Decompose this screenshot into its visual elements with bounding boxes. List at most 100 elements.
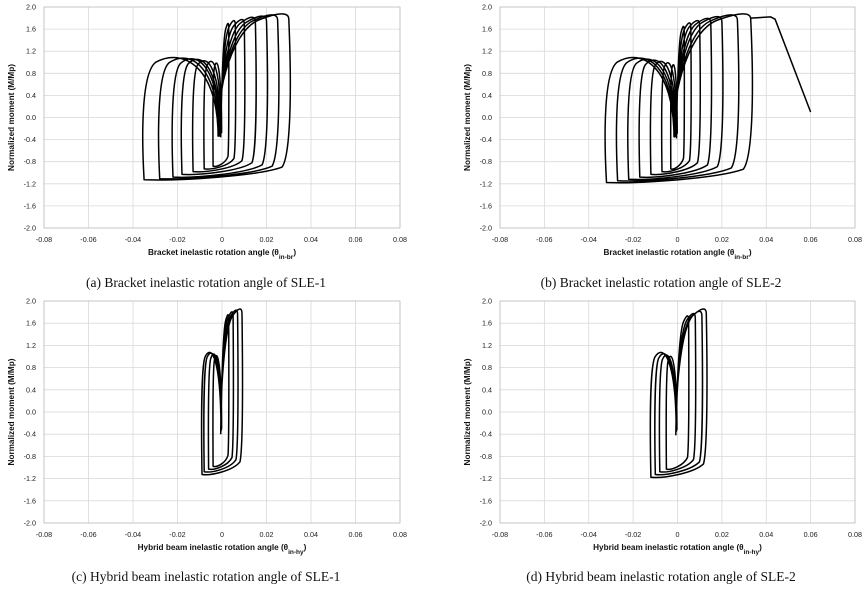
x-tick-label: -0.06 — [536, 235, 552, 244]
final-excursion-line — [750, 16, 812, 113]
plot-frame — [43, 300, 401, 524]
y-tick-label: -0.8 — [480, 452, 492, 461]
y-tick-label: -1.2 — [480, 179, 492, 188]
x-tick-label: -0.04 — [125, 530, 141, 539]
x-axis-label: Bracket inelastic rotation angle (θin-br… — [148, 248, 296, 261]
x-tick-label: -0.06 — [80, 530, 96, 539]
chart-panel-d: -2.0 -1.6 -1.2 -0.8 -0.4 0.0 0.4 0.8 1.2 1.6 2.0 -0… — [463, 297, 862, 585]
y-tick-label: 1.2 — [482, 341, 492, 350]
y-tick-label: -1.2 — [24, 474, 36, 483]
x-tick-label: -0.04 — [581, 235, 597, 244]
x-tick-label: -0.02 — [625, 530, 641, 539]
x-tick-label: 0 — [676, 235, 680, 244]
x-tick-label: -0.06 — [536, 530, 552, 539]
y-tick-label: 0.8 — [26, 363, 36, 372]
x-tick-label: -0.04 — [125, 235, 141, 244]
x-tick-label: -0.08 — [492, 530, 508, 539]
y-tick-label: 0.4 — [26, 91, 36, 100]
y-axis-label: Normalized moment (M/Mp) — [7, 358, 16, 465]
panel-caption: (b) Bracket inelastic rotation angle of … — [541, 275, 782, 290]
x-tick-label: 0.06 — [349, 530, 363, 539]
x-axis-label: Hybrid beam inelastic rotation angle (θi… — [593, 543, 762, 556]
y-tick-label: -0.4 — [480, 430, 492, 439]
hysteresis-curve — [604, 13, 754, 184]
x-tick-label: -0.02 — [169, 235, 185, 244]
y-tick-label: -2.0 — [480, 519, 492, 528]
x-tick-label: 0.04 — [759, 530, 773, 539]
y-tick-label: 1.6 — [26, 25, 36, 34]
y-tick-label: 0.0 — [482, 113, 492, 122]
x-tick-label: 0.06 — [349, 235, 363, 244]
y-tick-label: 0.4 — [26, 385, 36, 394]
y-tick-label: -2.0 — [24, 519, 36, 528]
y-tick-label: -0.8 — [480, 157, 492, 166]
x-tick-label: 0.06 — [804, 235, 818, 244]
y-tick-label: -1.2 — [24, 179, 36, 188]
y-tick-label: -0.4 — [24, 135, 36, 144]
y-axis-label: Normalized moment (M/Mp) — [463, 64, 472, 171]
y-tick-label: -1.6 — [24, 496, 36, 505]
plot-frame — [43, 6, 401, 229]
y-tick-label: -1.6 — [480, 496, 492, 505]
x-tick-label: 0 — [220, 235, 224, 244]
y-tick-label: -1.6 — [480, 201, 492, 210]
y-tick-label: 2.0 — [482, 297, 492, 306]
panel-caption: (c) Hybrid beam inelastic rotation angle… — [72, 569, 341, 584]
y-tick-label: -2.0 — [480, 224, 492, 233]
y-tick-label: 1.2 — [26, 47, 36, 56]
x-tick-label: 0.04 — [759, 235, 773, 244]
y-tick-label: 0.8 — [482, 363, 492, 372]
y-tick-label: 0.8 — [26, 69, 36, 78]
x-tick-label: 0.02 — [715, 235, 729, 244]
y-tick-label: 0.8 — [482, 69, 492, 78]
y-tick-label: -0.4 — [480, 135, 492, 144]
y-tick-label: 1.6 — [482, 25, 492, 34]
y-tick-label: 2.0 — [26, 3, 36, 12]
hysteresis-curve — [142, 13, 292, 181]
y-tick-label: -2.0 — [24, 224, 36, 233]
x-tick-label: 0.02 — [260, 530, 274, 539]
plot-frame — [499, 300, 856, 524]
x-tick-label: 0.06 — [804, 530, 818, 539]
y-tick-label: 2.0 — [482, 3, 492, 12]
y-tick-label: 2.0 — [26, 297, 36, 306]
x-tick-label: 0.02 — [260, 235, 274, 244]
hysteresis-curve — [649, 308, 708, 479]
x-tick-label: -0.06 — [80, 235, 96, 244]
panel-caption: (a) Bracket inelastic rotation angle of … — [86, 275, 326, 290]
y-tick-label: 0.0 — [26, 113, 36, 122]
x-tick-label: 0.04 — [304, 530, 318, 539]
chart-panel-c: -2.0 -1.6 -1.2 -0.8 -0.4 0.0 0.4 0.8 1.2 1.6 2.0 -0… — [7, 297, 407, 585]
x-tick-label: 0 — [676, 530, 680, 539]
y-tick-label: -1.2 — [480, 474, 492, 483]
y-tick-label: 0.4 — [482, 385, 492, 394]
x-tick-label: 0.08 — [393, 530, 407, 539]
x-tick-label: 0.02 — [715, 530, 729, 539]
y-tick-label: 0.4 — [482, 91, 492, 100]
y-tick-label: 1.6 — [26, 319, 36, 328]
y-tick-label: -0.8 — [24, 452, 36, 461]
y-tick-label: -0.4 — [24, 430, 36, 439]
x-tick-label: -0.08 — [492, 235, 508, 244]
y-tick-label: 0.0 — [482, 408, 492, 417]
y-tick-label: 1.6 — [482, 319, 492, 328]
y-tick-label: -1.6 — [24, 201, 36, 210]
y-tick-label: 0.0 — [26, 408, 36, 417]
y-tick-label: -0.8 — [24, 157, 36, 166]
x-axis-label: Bracket inelastic rotation angle (θin-br… — [603, 248, 751, 261]
panel-caption: (d) Hybrid beam inelastic rotation angle… — [526, 569, 796, 584]
chart-panel-a: -2.0 -1.6 -1.2 -0.8 -0.4 0.0 0.4 0.8 1.2 1.6 2.0 -0… — [7, 3, 407, 291]
x-tick-label: -0.02 — [625, 235, 641, 244]
y-axis-label: Normalized moment (M/Mp) — [7, 64, 16, 171]
x-tick-label: 0.08 — [848, 235, 862, 244]
chart-panel-b: -2.0 -1.6 -1.2 -0.8 -0.4 0.0 0.4 0.8 1.2 1.6 2.0 -0… — [463, 3, 862, 291]
x-tick-label: -0.08 — [36, 530, 52, 539]
x-tick-label: 0.04 — [304, 235, 318, 244]
x-tick-label: 0.08 — [393, 235, 407, 244]
x-tick-label: 0.08 — [848, 530, 862, 539]
x-axis-label: Hybrid beam inelastic rotation angle (θi… — [138, 543, 307, 556]
y-tick-label: 1.2 — [482, 47, 492, 56]
y-axis-label: Normalized moment (M/Mp) — [463, 358, 472, 465]
x-tick-label: -0.02 — [169, 530, 185, 539]
